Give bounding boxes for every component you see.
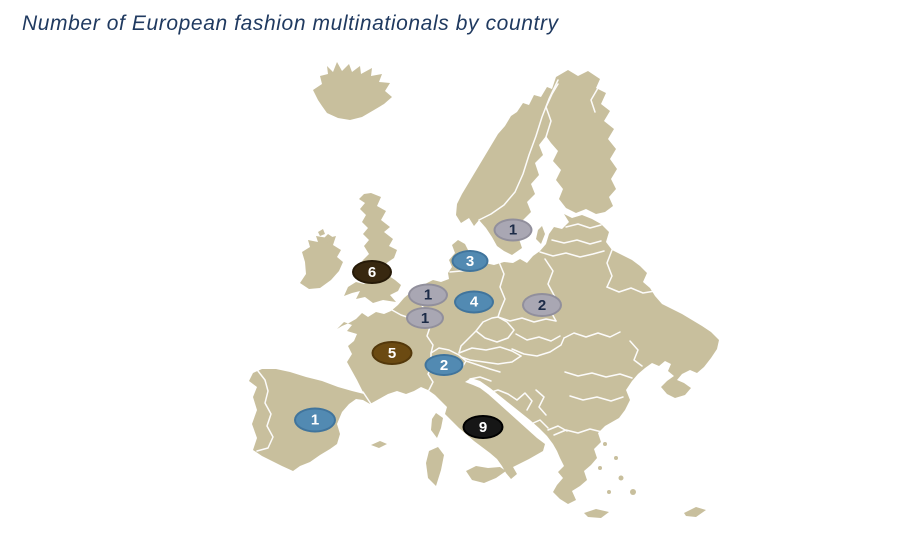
- landmass-continental-europe: [249, 214, 719, 504]
- badge-france: 5: [371, 341, 413, 365]
- island-mallorca: [371, 441, 387, 448]
- scottish-isles: [318, 229, 334, 243]
- island-cyprus: [684, 507, 706, 517]
- badge-italy: 9: [462, 415, 504, 439]
- badge-netherlands: 1: [408, 283, 448, 307]
- badge-germany: 4: [454, 290, 494, 314]
- badge-switzerland: 2: [424, 354, 464, 376]
- badge-spain: 1: [294, 407, 336, 433]
- island-corsica: [431, 413, 443, 438]
- landmass-scandinavia-finland: [456, 70, 617, 255]
- island-gotland: [536, 226, 545, 244]
- chart-title: Number of European fashion multinational…: [22, 12, 559, 35]
- badge-united-kingdom: 6: [352, 260, 392, 284]
- aegean-islands: [592, 436, 636, 495]
- island-sardinia: [426, 447, 444, 486]
- landmass-iceland: [313, 62, 392, 120]
- badge-belgium: 1: [406, 307, 444, 329]
- island-crete: [584, 509, 609, 518]
- badge-poland: 2: [522, 293, 562, 317]
- island-sicily: [466, 466, 506, 483]
- landmass-ireland: [300, 236, 343, 289]
- landmass-great-britain: [344, 193, 401, 303]
- badge-denmark: 3: [451, 250, 489, 272]
- badge-sweden: 1: [493, 218, 533, 242]
